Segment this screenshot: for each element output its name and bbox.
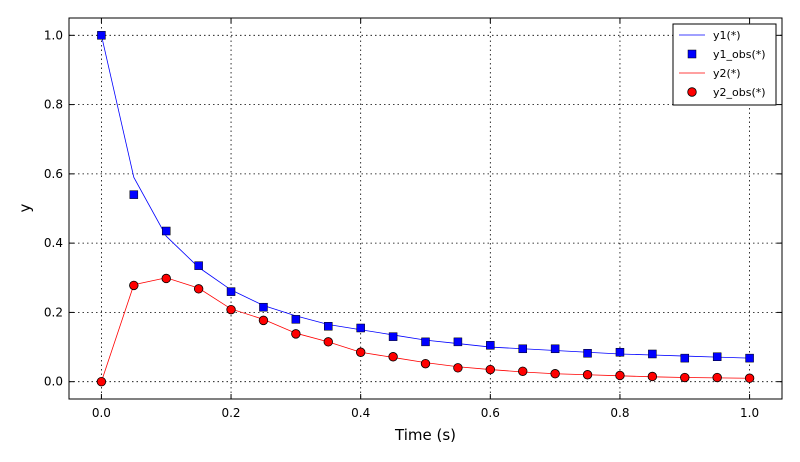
data-point-y2-obs <box>291 329 301 339</box>
data-point-y1-obs <box>97 31 106 40</box>
data-point-y2-obs <box>647 371 658 382</box>
data-point-y2-obs <box>193 284 204 294</box>
data-point-y2-obs <box>680 372 690 383</box>
data-point-y1-obs <box>259 302 268 312</box>
plot-frame <box>68 17 783 400</box>
x-axis-title: Time (s) <box>394 426 456 444</box>
y-tick-label: 0.0 <box>44 375 63 389</box>
data-point-y1-obs <box>550 344 560 354</box>
data-point-y1-obs <box>518 344 527 354</box>
data-point-y1-obs <box>745 353 754 363</box>
y-axis-title: y <box>16 203 34 212</box>
data-point-y2-obs <box>518 366 528 376</box>
data-point-y1-obs <box>453 337 463 347</box>
data-point-y2-obs <box>615 370 625 381</box>
y-tick-label: 0.2 <box>44 305 63 319</box>
data-point-y2-obs <box>226 304 236 315</box>
y-tick-label: 0.4 <box>44 236 63 250</box>
data-point-y1-obs <box>421 337 430 347</box>
data-point-y1-obs <box>680 353 690 363</box>
legend: y1(*) y1_obs(*) y2(*) y2_obs(*) <box>672 23 777 106</box>
x-tick-label: 0.4 <box>351 406 370 420</box>
legend-label-y1: y1(*) <box>713 29 741 42</box>
x-tick-label: 0.0 <box>92 406 111 420</box>
data-point-y1-obs <box>583 349 592 358</box>
data-point-y2-obs <box>161 273 171 284</box>
data-point-y1-obs <box>486 341 495 350</box>
data-point-y2-obs <box>258 315 269 326</box>
x-tick-label: 0.8 <box>610 406 629 420</box>
data-point-y2-obs <box>355 347 366 357</box>
data-point-y1-obs <box>161 226 171 236</box>
x-tick-label: 0.6 <box>481 406 500 420</box>
grid <box>69 18 782 399</box>
x-tick-label: 0.2 <box>221 406 240 420</box>
data-point-y2-obs <box>96 376 107 387</box>
legend-box <box>672 23 777 106</box>
data-point-y1-obs <box>226 287 236 296</box>
data-point-y1-obs <box>291 315 301 324</box>
x-tick-label: 1.0 <box>740 406 759 420</box>
series-line-y1 <box>101 35 750 359</box>
data-point-y1-obs <box>648 349 657 359</box>
data-point-y2-obs <box>420 358 431 369</box>
data-point-y2-obs <box>323 337 333 347</box>
data-point-y1-obs <box>129 190 139 199</box>
data-point-y1-obs <box>615 347 625 357</box>
data-point-y1-obs <box>324 322 333 331</box>
data-point-y1-obs <box>388 332 398 341</box>
y-tick-label: 0.8 <box>44 98 63 112</box>
legend-swatch-y2-obs <box>687 87 697 97</box>
y-tick-label: 1.0 <box>44 28 63 42</box>
legend-swatch-y1-obs <box>687 49 697 59</box>
ticks: 0.0 0.2 0.4 0.6 0.8 1.0 0.0 0.2 0.4 0.6 0.8 1.0 <box>44 18 782 420</box>
data-point-y2-obs <box>712 372 722 383</box>
legend-label-y2-obs: y2_obs(*) <box>713 86 766 99</box>
data-point-y2-obs <box>485 364 496 375</box>
data-point-y2-obs <box>744 373 755 383</box>
data-point-y1-obs <box>712 352 722 361</box>
data-point-y1-obs <box>194 261 203 270</box>
data-point-y2-obs <box>453 363 463 373</box>
y-tick-label: 0.6 <box>44 167 63 181</box>
data-point-y2-obs <box>388 352 398 362</box>
data-point-y2-obs <box>550 369 560 379</box>
data-point-y1-obs <box>356 323 365 333</box>
data-point-y2-obs <box>129 280 139 291</box>
legend-label-y2: y2(*) <box>713 67 741 80</box>
legend-label-y1-obs: y1_obs(*) <box>713 48 766 61</box>
series-layer <box>96 31 755 387</box>
data-point-y2-obs <box>582 370 593 380</box>
